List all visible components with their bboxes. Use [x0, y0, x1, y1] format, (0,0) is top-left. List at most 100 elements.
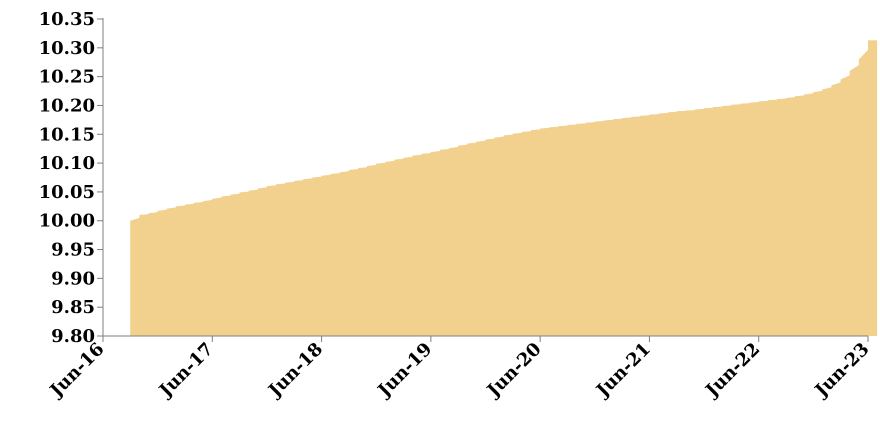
data-point [385, 161, 395, 336]
y-tick-label: 10.35 [39, 9, 95, 30]
data-point [676, 111, 686, 336]
data-point [840, 79, 850, 336]
data-point [585, 122, 595, 336]
data-point [786, 97, 796, 336]
data-point [667, 112, 677, 336]
data-point [503, 135, 513, 336]
data-point [203, 201, 213, 336]
data-point [166, 208, 176, 336]
data-point [704, 108, 714, 336]
data-point [276, 184, 286, 336]
data-point [494, 137, 504, 336]
data-point [713, 107, 723, 336]
data-point [148, 213, 158, 336]
data-point [330, 174, 340, 336]
data-point [558, 126, 568, 336]
data-point [795, 96, 805, 336]
data-point [403, 157, 413, 336]
x-tick-label: Jun-16 [45, 339, 109, 403]
data-point [649, 114, 659, 336]
plot-area [130, 40, 878, 337]
data-point [640, 115, 650, 336]
data-point [421, 153, 431, 336]
y-tick-label: 9.80 [51, 326, 95, 347]
data-point [257, 188, 267, 336]
data-point [348, 170, 358, 336]
data-point [394, 159, 404, 336]
y-tick-label: 9.85 [51, 297, 95, 318]
data-point [449, 148, 459, 336]
data-point [531, 130, 541, 336]
data-point [212, 198, 222, 336]
data-point [221, 196, 231, 336]
data-point [540, 128, 550, 336]
data-point [358, 168, 368, 336]
axes [102, 18, 868, 337]
data-point [740, 103, 750, 336]
data-point [367, 165, 377, 336]
data-point [157, 210, 167, 336]
y-tick-label: 10.25 [39, 67, 95, 88]
data-point [804, 94, 814, 337]
data-point [813, 92, 823, 336]
data-point [230, 194, 240, 336]
x-axis-ticks: Jun-16 Jun-17 Jun-18 Jun-19 Jun-20 Jun-21 Jun-… [45, 336, 874, 402]
data-point [139, 214, 149, 336]
y-tick-label: 9.90 [51, 268, 95, 289]
data-point [749, 102, 759, 336]
data-point [758, 101, 768, 336]
data-point [567, 125, 577, 337]
y-tick-label: 10.05 [39, 182, 95, 203]
data-point [849, 70, 859, 336]
data-point [868, 40, 878, 337]
data-point [184, 204, 195, 336]
data-point [822, 89, 832, 336]
data-point [731, 104, 741, 337]
data-point [376, 163, 386, 336]
data-point [521, 131, 532, 336]
data-point [312, 177, 322, 336]
data-point [303, 179, 313, 336]
data-point [285, 182, 295, 336]
data-point [576, 123, 586, 336]
data-point [412, 155, 422, 336]
x-tick-label: Jun-20 [482, 339, 546, 403]
data-point [694, 109, 705, 336]
data-point [613, 119, 623, 337]
data-point [430, 152, 440, 336]
data-point [175, 206, 185, 336]
data-point [239, 192, 249, 336]
data-point [194, 202, 204, 336]
data-point [339, 172, 349, 336]
data-point [476, 141, 486, 336]
data-point [458, 145, 468, 336]
x-tick-label: Jun-17 [154, 339, 218, 403]
data-point [467, 143, 477, 336]
data-point [767, 100, 777, 336]
data-point [831, 85, 841, 336]
y-tick-label: 10.10 [39, 153, 95, 174]
data-point [321, 175, 331, 336]
x-tick-label: Jun-22 [700, 339, 764, 403]
data-point [722, 106, 732, 336]
data-point [594, 121, 604, 336]
x-tick-label: Jun-23 [810, 339, 874, 403]
y-tick-label: 10.30 [39, 38, 95, 59]
data-point [266, 186, 277, 336]
y-tick-label: 10.15 [39, 124, 95, 145]
data-point [439, 149, 450, 336]
x-tick-label: Jun-19 [373, 339, 437, 403]
data-point [858, 59, 868, 336]
data-point [549, 127, 559, 337]
data-point [512, 133, 522, 336]
data-point [485, 139, 495, 336]
data-point [603, 120, 613, 336]
x-tick-label: Jun-18 [263, 339, 327, 403]
data-point [622, 118, 632, 336]
y-axis-ticks: 9.80 9.85 9.90 9.95 10.00 10.05 10.10 10.15 10.2… [39, 9, 103, 347]
data-point [248, 190, 258, 336]
data-point [658, 113, 668, 336]
data-point [130, 220, 140, 336]
